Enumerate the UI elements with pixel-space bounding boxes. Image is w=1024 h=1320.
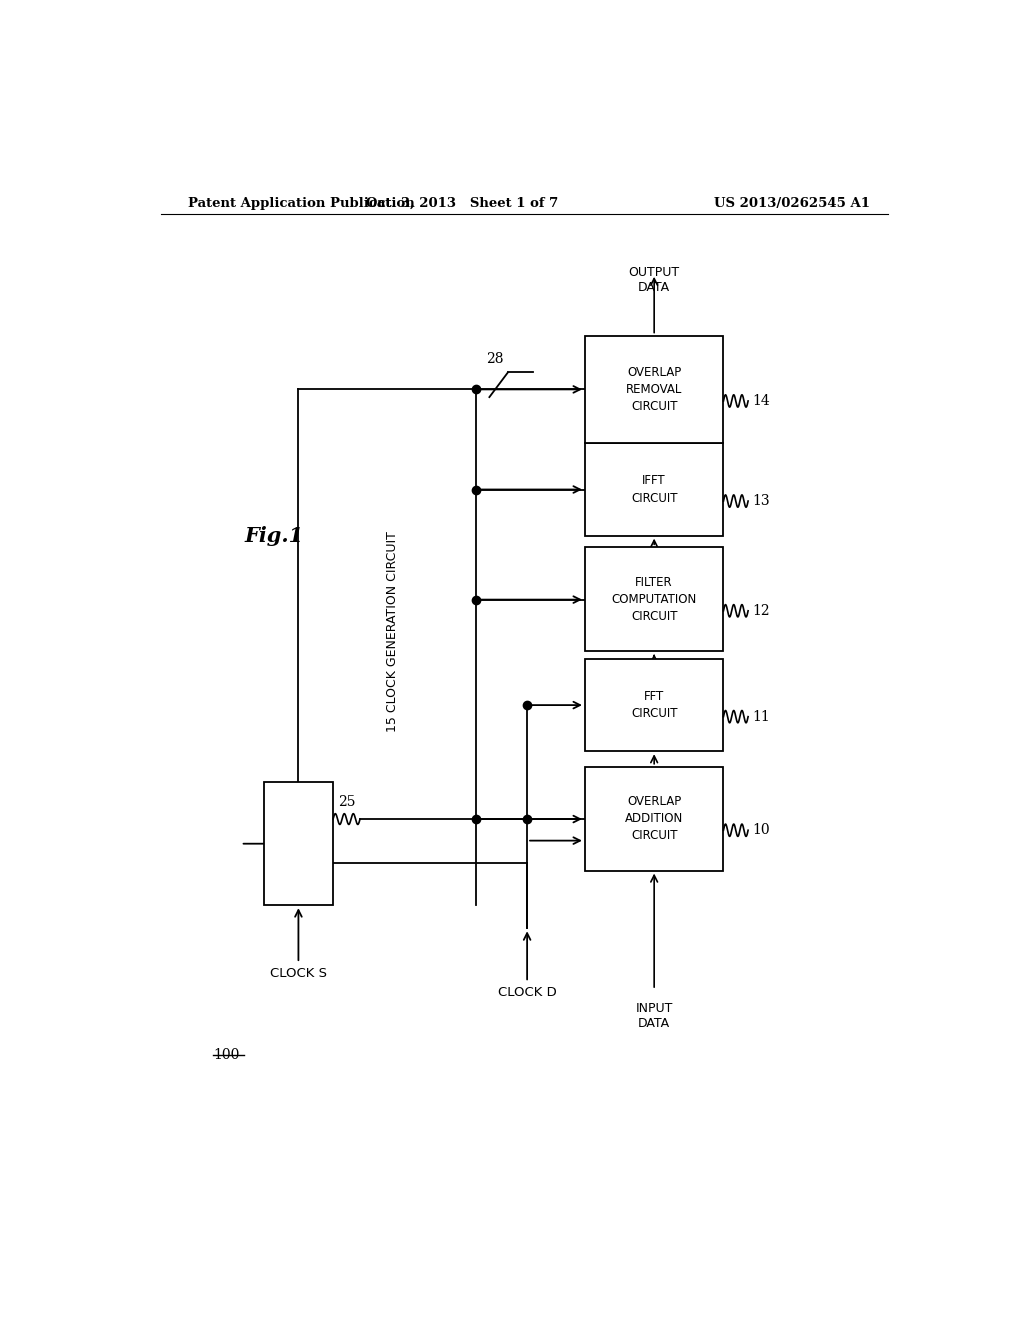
Text: OUTPUT
DATA: OUTPUT DATA bbox=[629, 267, 680, 294]
Text: OVERLAP
ADDITION
CIRCUIT: OVERLAP ADDITION CIRCUIT bbox=[625, 795, 683, 842]
Text: 14: 14 bbox=[753, 393, 770, 408]
Text: 28: 28 bbox=[486, 351, 504, 366]
Text: FFT
CIRCUIT: FFT CIRCUIT bbox=[631, 690, 678, 721]
Text: 15 CLOCK GENERATION CIRCUIT: 15 CLOCK GENERATION CIRCUIT bbox=[386, 532, 399, 733]
Text: OVERLAP
REMOVAL
CIRCUIT: OVERLAP REMOVAL CIRCUIT bbox=[626, 366, 682, 413]
Text: Fig.1: Fig.1 bbox=[245, 525, 304, 545]
Text: IFFT
CIRCUIT: IFFT CIRCUIT bbox=[631, 474, 678, 504]
Bar bbox=[585, 335, 724, 444]
Text: 10: 10 bbox=[753, 824, 770, 837]
Text: CLOCK S: CLOCK S bbox=[270, 966, 327, 979]
Bar bbox=[585, 444, 724, 536]
Text: CLOCK D: CLOCK D bbox=[498, 986, 556, 999]
Text: US 2013/0262545 A1: US 2013/0262545 A1 bbox=[714, 197, 869, 210]
Text: Oct. 3, 2013   Sheet 1 of 7: Oct. 3, 2013 Sheet 1 of 7 bbox=[366, 197, 558, 210]
Text: 12: 12 bbox=[753, 603, 770, 618]
Text: 11: 11 bbox=[753, 710, 770, 723]
Text: FILTER
COMPUTATION
CIRCUIT: FILTER COMPUTATION CIRCUIT bbox=[611, 576, 696, 623]
Text: Patent Application Publication: Patent Application Publication bbox=[188, 197, 415, 210]
Text: INPUT
DATA: INPUT DATA bbox=[636, 1002, 673, 1030]
Text: 13: 13 bbox=[753, 494, 770, 508]
Bar bbox=[585, 548, 724, 651]
Bar bbox=[585, 659, 724, 751]
Text: 100: 100 bbox=[214, 1048, 240, 1061]
Bar bbox=[585, 767, 724, 871]
Bar bbox=[264, 781, 333, 906]
Text: 25: 25 bbox=[338, 795, 355, 809]
